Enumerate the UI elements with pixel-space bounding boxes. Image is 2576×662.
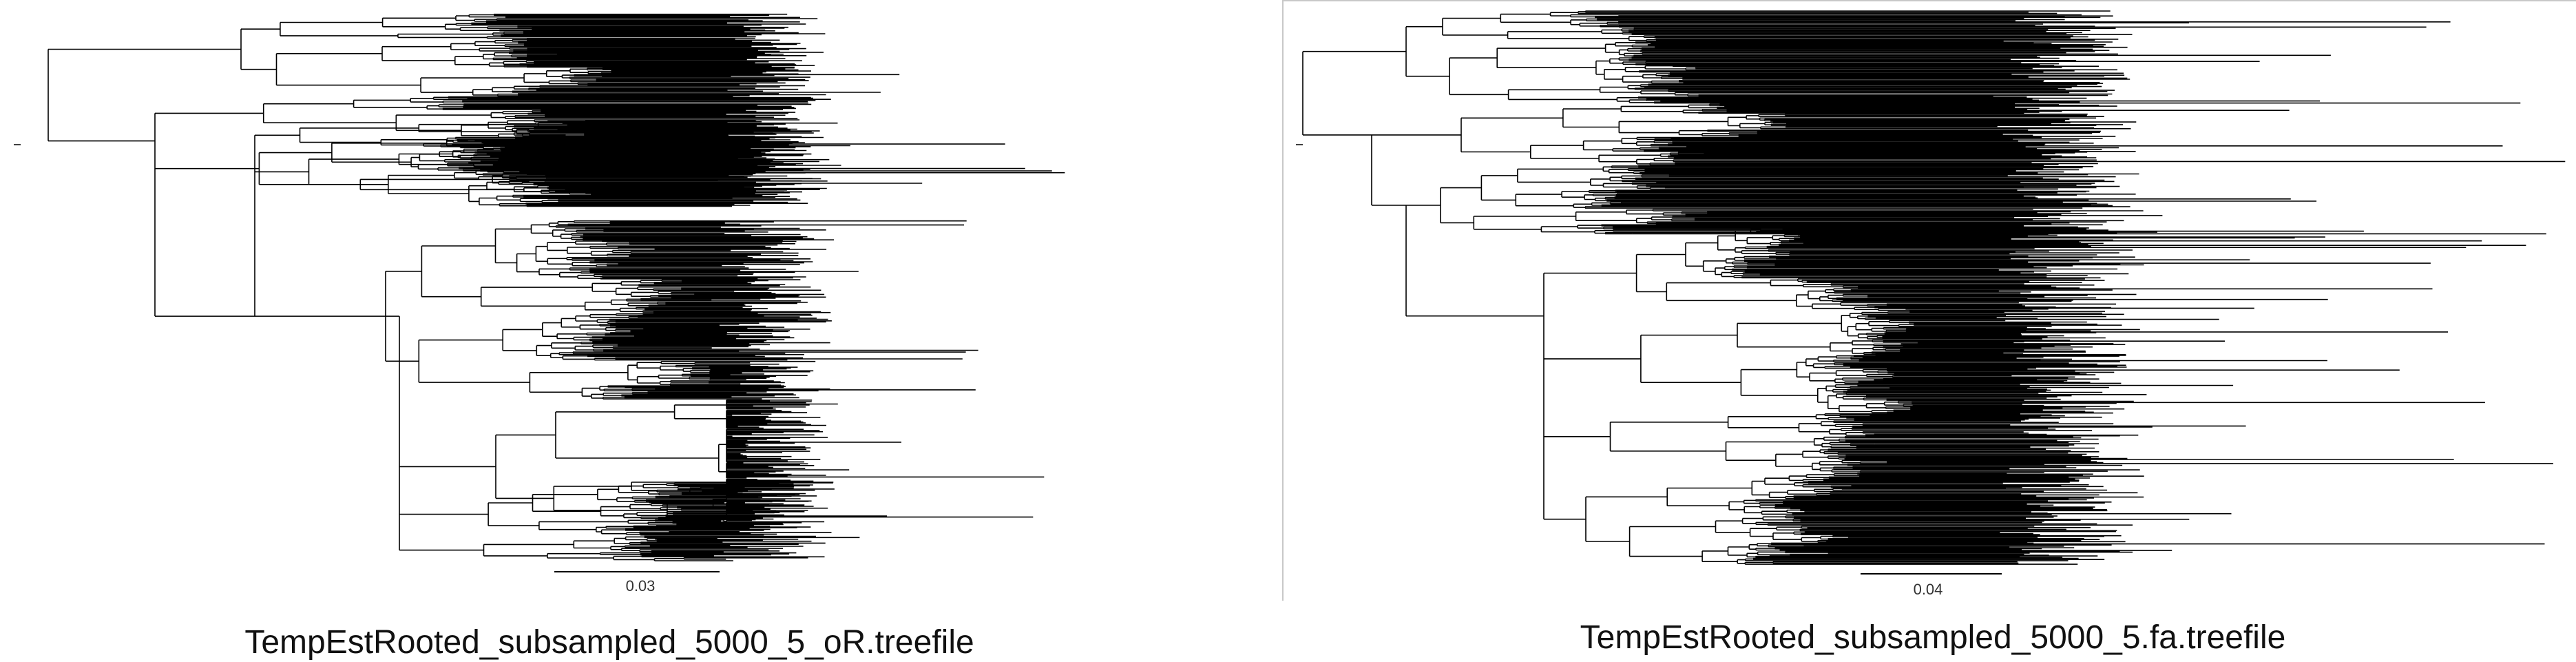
scale-bar-label-left: 0.03 xyxy=(625,577,656,594)
tree-branches xyxy=(1296,10,2566,565)
scale-bar-label-right: 0.04 xyxy=(1913,581,1943,598)
phylogenetic-tree-right xyxy=(1296,10,2566,575)
tree-filename-caption-right: TempEstRooted_subsampled_5000_5.fa.treef… xyxy=(1580,619,2286,656)
tree-panel-left: 0.03 TempEstRooted_subsampled_5000_5_oR.… xyxy=(0,0,1282,662)
panel-divider xyxy=(1282,0,1284,601)
tree-branches xyxy=(14,13,1065,561)
panel-top-border xyxy=(1282,0,2576,1)
phylogenetic-tree-left xyxy=(14,13,1065,572)
tree-filename-caption-left: TempEstRooted_subsampled_5000_5_oR.treef… xyxy=(244,624,974,661)
tree-panel-right: 0.04 TempEstRooted_subsampled_5000_5.fa.… xyxy=(1282,0,2576,662)
